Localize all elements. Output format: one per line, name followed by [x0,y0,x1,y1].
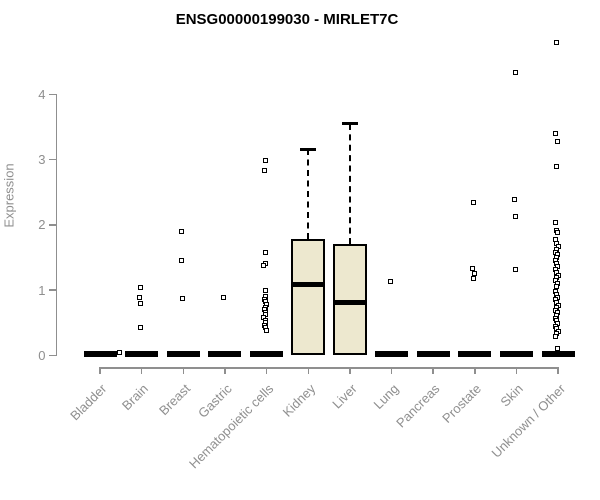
y-axis-tick [48,224,57,226]
data-point [552,220,558,226]
x-axis-tick [265,367,268,374]
x-label-lung: Lung [370,381,402,413]
x-axis-tick [182,367,185,374]
data-point [554,163,560,169]
chart-title: ENSG00000199030 - MIRLET7C [175,11,399,28]
data-point [553,333,559,339]
zero-box-gastric [208,350,242,357]
data-point [262,157,268,163]
whisker-kidney [307,149,310,239]
data-point [137,324,143,330]
zero-box-lung [375,350,409,357]
data-point [554,345,560,351]
data-point [220,295,226,301]
data-point [512,69,518,75]
data-point [470,266,476,272]
x-axis-tick [474,367,476,374]
x-axis-tick [307,367,309,374]
x-label-unknown-other: Unknown / Other [488,381,568,461]
zero-box-skin [500,350,533,357]
y-tick-label-0: 0 [38,347,46,363]
x-label-kidney: Kidney [279,381,318,420]
data-point [471,270,477,276]
data-point [554,139,560,145]
y-axis-tick [48,354,57,357]
data-point [511,196,517,202]
data-point [180,296,186,302]
x-label-brain: Brain [119,381,152,414]
y-tick-label-2: 2 [38,217,46,233]
y-axis-title: Expression [1,163,17,228]
x-axis-tick [99,367,101,374]
whisker-cap-liver [341,122,358,126]
data-point [179,228,185,234]
y-axis-line [55,94,58,356]
data-point [470,275,476,281]
data-point [554,284,560,290]
x-label-bladder: Bladder [67,381,110,424]
x-axis-tick [140,367,143,374]
median-liver [332,300,367,306]
y-tick-label-4: 4 [38,86,46,102]
x-label-skin: Skin [497,381,527,410]
x-label-gastric: Gastric [194,381,235,421]
x-axis-tick [432,367,434,374]
zero-box-brain [125,350,159,357]
zero-box-pancreas [416,350,450,357]
zero-box-hematopoietic-cells [250,350,284,357]
data-point [513,213,519,219]
box-kidney [291,238,326,356]
x-label-prostate: Prostate [439,381,485,426]
data-point [512,267,518,273]
x-axis-tick [557,367,559,374]
data-point [554,230,560,236]
whisker-liver [348,123,351,244]
x-axis-tick [349,367,351,374]
data-point [264,328,270,334]
zero-box-breast [166,350,200,357]
x-axis-tick [515,367,518,374]
x-label-liver: Liver [328,381,360,412]
data-point [263,250,269,256]
x-label-breast: Breast [155,381,193,419]
data-point [387,279,393,285]
data-point [138,300,144,306]
data-point [553,130,559,136]
x-label-pancreas: Pancreas [393,381,443,431]
zero-box-unknown-other [541,350,575,357]
data-point [261,168,267,174]
data-point [554,39,560,45]
y-axis-tick [48,289,57,291]
median-kidney [291,282,326,288]
data-point [117,350,122,356]
x-axis-tick [390,367,393,374]
whisker-cap-kidney [300,147,317,151]
data-point [137,285,143,291]
data-point [261,263,266,269]
y-tick-label-1: 1 [38,282,46,298]
data-point [262,288,268,294]
y-tick-label-3: 3 [38,152,46,168]
x-axis-tick [224,367,226,374]
data-point [136,295,142,301]
data-point [178,257,184,263]
box-liver [332,243,367,356]
data-point [470,199,476,205]
x-axis-line [100,367,559,369]
y-axis-tick [48,158,57,161]
zero-box-prostate [458,350,492,357]
y-axis-tick [48,93,57,96]
zero-box-bladder [83,350,117,357]
